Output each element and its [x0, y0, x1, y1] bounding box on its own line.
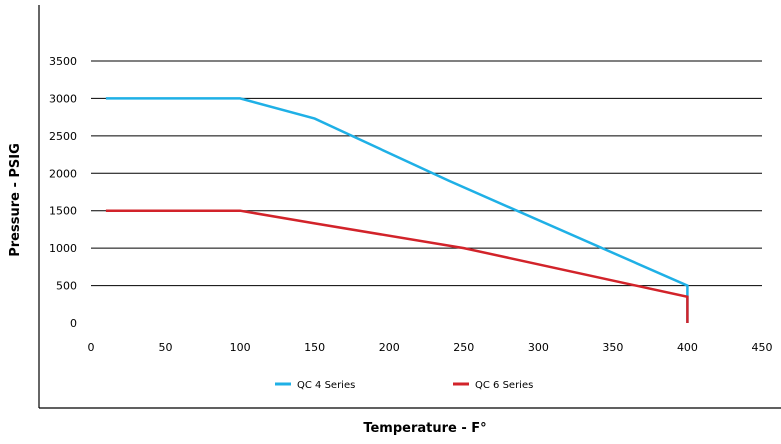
x-tick-label: 100	[230, 341, 251, 354]
x-tick-label: 450	[752, 341, 773, 354]
y-tick-label: 3000	[49, 92, 77, 105]
series-line-2	[105, 209, 689, 323]
x-tick-label: 400	[677, 341, 698, 354]
y-tick-label: 1000	[49, 242, 77, 255]
x-tick-label: 300	[528, 341, 549, 354]
legend-label: QC 4 Series	[297, 380, 355, 391]
y-axis-label: Pressure - PSIG	[8, 143, 23, 257]
y-tick-label: 2000	[49, 167, 77, 180]
legend-label: QC 6 Series	[475, 380, 533, 391]
x-tick-label: 250	[453, 341, 474, 354]
x-axis-label: Temperature - F°	[363, 421, 486, 436]
y-tick-label: 500	[56, 280, 77, 293]
x-tick-label: 0	[88, 341, 95, 354]
series-line-1	[105, 97, 689, 323]
x-tick-label: 50	[159, 341, 173, 354]
x-tick-label: 150	[304, 341, 325, 354]
y-tick-label: 0	[70, 317, 77, 330]
x-tick-label: 350	[602, 341, 623, 354]
x-tick-label: 200	[379, 341, 400, 354]
y-tick-label: 3500	[49, 55, 77, 68]
y-tick-label: 1500	[49, 205, 77, 218]
y-tick-label: 2500	[49, 130, 77, 143]
